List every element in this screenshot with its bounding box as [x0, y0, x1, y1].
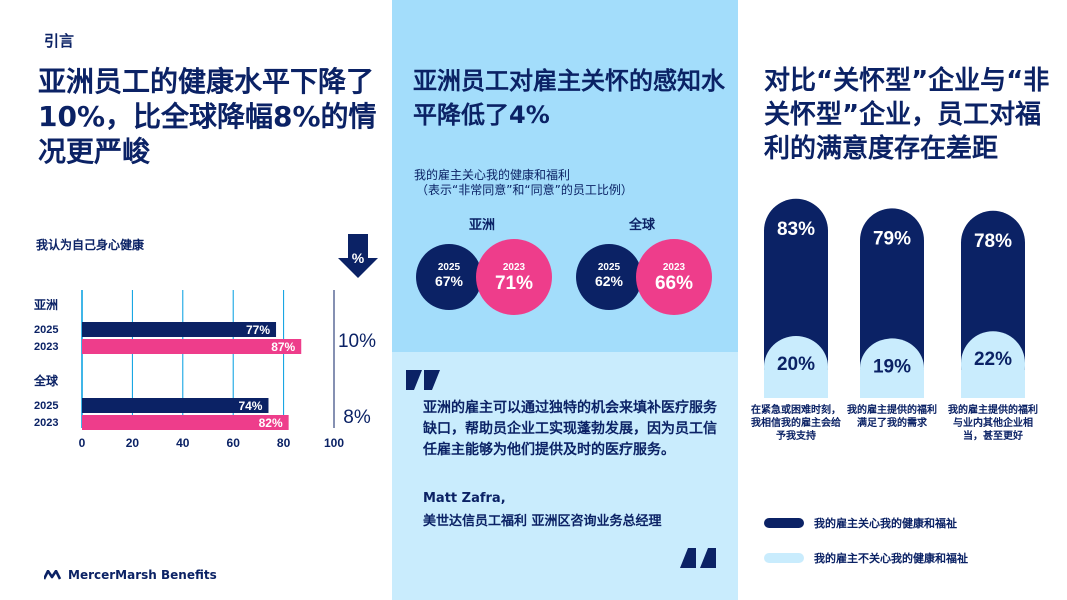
pill-category-label: 在紧急或困难时刻，我相信我的雇主会给予我支持 [751, 405, 841, 442]
venn-region-label: 全球 [628, 217, 656, 232]
year-label: 2023 [34, 417, 58, 429]
quote-text: 亚洲的雇主可以通过独特的机会来填补医疗服务缺口，帮助员企业工实现蓬勃发展，因为员… [423, 400, 717, 458]
venn-subtitle-note: （表示“非常同意”和“同意”的员工比例） [416, 183, 633, 197]
health-bar-chart: % 0 20 40 60 80 100 亚洲 2025 77% 2023 87% 10% 全球 2025 7… [33, 234, 378, 450]
decline-label: 8% [343, 407, 371, 428]
company-logo: MercerMarsh Benefits [44, 568, 217, 582]
x-tick-label: 60 [227, 436, 241, 450]
legend-swatch-navy [764, 518, 804, 528]
bar-value-label: 77% [246, 323, 270, 337]
pill-value-care: 83% [777, 219, 815, 240]
bar-value-label: 82% [259, 416, 283, 430]
legend-label: 我的雇主不关心我的健康和福祉 [814, 552, 968, 565]
venn-year-label: 2025 [598, 262, 621, 273]
legend-item-care: 我的雇主关心我的健康和福祉 [764, 515, 957, 531]
section-label: 引言 [44, 32, 75, 50]
open-quote-icon [406, 370, 440, 390]
bar [82, 339, 302, 354]
venn-region-label: 亚洲 [469, 217, 495, 232]
logo-mark-icon [44, 570, 62, 580]
close-quote-icon [680, 548, 716, 568]
pill-bar-base [764, 370, 828, 398]
bar-chart-subtitle: 我认为自己身心健康 [36, 238, 145, 252]
pill-category-label: 我的雇主提供的福利满足了我的需求 [847, 405, 937, 429]
legend-swatch-light [764, 553, 804, 563]
venn-year-label: 2023 [503, 262, 526, 273]
pill-value-care: 78% [974, 231, 1012, 252]
x-tick-label: 20 [126, 436, 140, 450]
pill-value-no-care: 19% [873, 356, 911, 377]
bar [82, 398, 269, 413]
venn-value-label: 67% [435, 273, 464, 289]
venn-circle [576, 244, 642, 310]
bar-value-label: 74% [238, 399, 262, 413]
year-label: 2025 [34, 324, 58, 336]
year-label: 2023 [34, 341, 58, 353]
logo-text: MercerMarsh Benefits [68, 568, 217, 582]
down-arrow-icon: % [338, 234, 378, 278]
middle-quote-panel [392, 352, 738, 600]
bar [82, 415, 289, 430]
pill-value-no-care: 22% [974, 349, 1012, 370]
legend-item-no-care: 我的雇主不关心我的健康和福祉 [764, 550, 968, 566]
venn-value-label: 71% [495, 273, 533, 294]
pill-value-care: 79% [873, 228, 911, 249]
legend-label: 我的雇主关心我的健康和福祉 [814, 517, 957, 530]
pill-category-label: 我的雇主提供的福利与业内其他企业相当，甚至更好 [948, 405, 1038, 442]
venn-year-label: 2023 [663, 262, 686, 273]
middle-headline: 亚洲员工对雇主关怀的感知水平降低了4% [413, 67, 725, 129]
venn-circle [636, 239, 712, 315]
pill-bar-base [860, 370, 924, 398]
venn-circle [476, 239, 552, 315]
year-label: 2025 [34, 400, 58, 412]
x-tick-label: 0 [79, 436, 86, 450]
venn-value-label: 66% [655, 273, 693, 294]
quote-author: Matt Zafra, [423, 491, 506, 506]
pill-value-no-care: 20% [777, 354, 815, 375]
venn-subtitle: 我的雇主关心我的健康和福利 [414, 168, 571, 182]
region-label: 亚洲 [34, 298, 58, 312]
pill-bar-base [961, 370, 1025, 398]
decline-label: 10% [338, 331, 376, 352]
percent-label: % [352, 250, 365, 266]
left-headline: 亚洲员工的健康水平下降了10%，比全球降幅8%的情况更严峻 [38, 65, 377, 168]
region-label: 全球 [33, 373, 59, 388]
x-tick-label: 80 [277, 436, 291, 450]
x-tick-label: 100 [324, 436, 344, 450]
bar [82, 322, 277, 337]
x-tick-label: 40 [176, 436, 190, 450]
venn-circle [416, 244, 482, 310]
pill-bar-chart: 83% 20% 79% 19% 78% 22% [764, 198, 1025, 398]
venn-value-label: 62% [595, 273, 624, 289]
bar-value-label: 87% [271, 340, 295, 354]
quote-author-role: 美世达信员工福利 亚洲区咨询业务总经理 [423, 514, 662, 529]
right-headline: 对比“关怀型”企业与“非关怀型”企业，员工对福利的满意度存在差距 [764, 66, 1050, 164]
venn-year-label: 2025 [438, 262, 461, 273]
